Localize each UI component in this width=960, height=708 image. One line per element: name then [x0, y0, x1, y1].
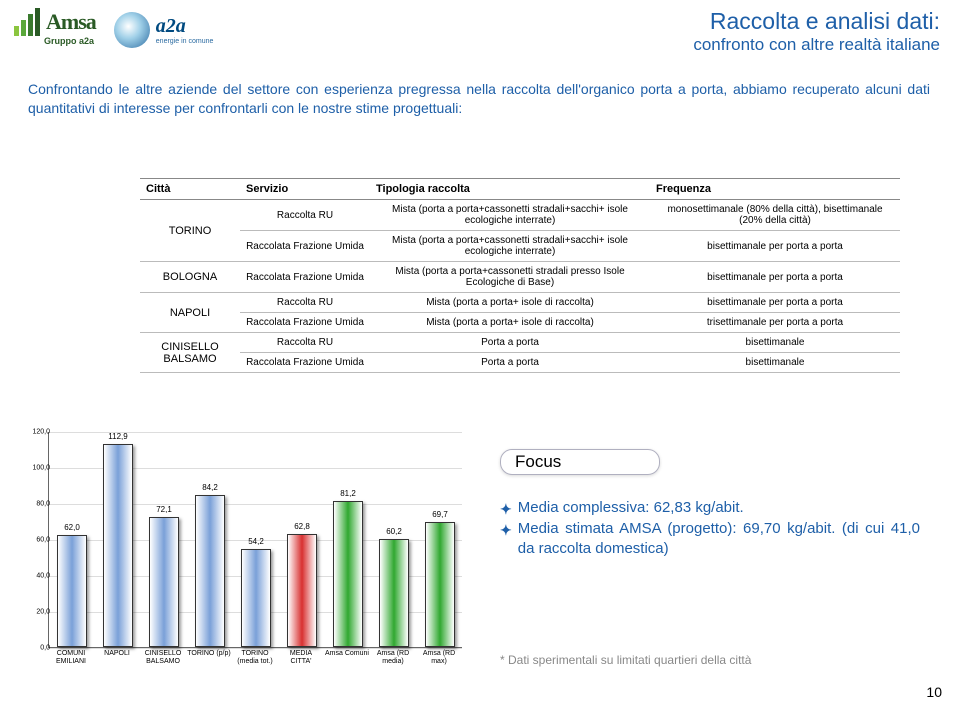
- table-row: NAPOLIRaccolta RUMista (porta a porta+ i…: [140, 293, 900, 313]
- focus-box: Focus: [500, 449, 660, 475]
- page-number: 10: [926, 684, 942, 700]
- a2a-name: a2a: [156, 15, 214, 38]
- a2a-logo: a2a energie in comune: [114, 8, 214, 48]
- bar: [149, 517, 179, 647]
- cell-tipo: Mista (porta a porta+ isole di raccolta): [370, 313, 650, 333]
- bar: [379, 539, 409, 647]
- table-head: Città Servizio Tipologia raccolta Freque…: [140, 179, 900, 200]
- y-axis-label: 80,0: [36, 501, 50, 508]
- cell-freq: bisettimanale per porta a porta: [650, 262, 900, 293]
- globe-icon: [114, 12, 150, 48]
- table-row: TORINORaccolta RUMista (porta a porta+ca…: [140, 200, 900, 231]
- bar-value: 84,2: [190, 483, 230, 492]
- cell-service: Raccolata Frazione Umida: [240, 353, 370, 373]
- bar-value: 60,2: [374, 527, 414, 536]
- cell-city: CINISELLO BALSAMO: [140, 333, 240, 373]
- cell-tipo: Mista (porta a porta+cassonetti stradali…: [370, 200, 650, 231]
- amsa-sub: Gruppo a2a: [44, 36, 94, 46]
- x-axis-label: NAPOLI: [95, 650, 139, 658]
- bar: [287, 534, 317, 647]
- table-row: Raccolata Frazione UmidaPorta a portabis…: [140, 353, 900, 373]
- cell-service: Raccolata Frazione Umida: [240, 262, 370, 293]
- table-row: BOLOGNARaccolata Frazione UmidaMista (po…: [140, 262, 900, 293]
- x-axis-label: Amsa (RD max): [417, 650, 461, 665]
- y-axis-label: 120,0: [32, 429, 50, 436]
- x-axis-label: MEDIA CITTA': [279, 650, 323, 665]
- bullet-1-text: Media complessiva: 62,83 kg/abit.: [518, 498, 744, 519]
- cell-freq: bisettimanale: [650, 353, 900, 373]
- cell-freq: monosettimanale (80% della città), biset…: [650, 200, 900, 231]
- table-row: CINISELLO BALSAMORaccolta RUPorta a port…: [140, 333, 900, 353]
- bar: [333, 501, 363, 647]
- y-axis-label: 100,0: [32, 465, 50, 472]
- cell-freq: bisettimanale per porta a porta: [650, 231, 900, 262]
- page-header: Amsa Gruppo a2a a2a energie in comune Ra…: [14, 8, 940, 55]
- col-city: Città: [140, 179, 240, 200]
- bullet-icon: ✦: [500, 498, 512, 519]
- bar: [195, 495, 225, 647]
- x-axis-label: TORINO (media tot.): [233, 650, 277, 665]
- table-body: TORINORaccolta RUMista (porta a porta+ca…: [140, 200, 900, 373]
- cell-service: Raccolta RU: [240, 200, 370, 231]
- cell-tipo: Mista (porta a porta+cassonetti stradali…: [370, 262, 650, 293]
- x-axis-label: TORINO (p/p): [187, 650, 231, 658]
- logo-block: Amsa Gruppo a2a a2a energie in comune: [14, 8, 213, 55]
- table-row: Raccolata Frazione UmidaMista (porta a p…: [140, 313, 900, 333]
- y-axis-label: 40,0: [36, 573, 50, 580]
- cell-service: Raccolta RU: [240, 293, 370, 313]
- intro-text: Confrontando le altre aziende del settor…: [28, 80, 930, 118]
- x-axis-label: Amsa (RD media): [371, 650, 415, 665]
- amsa-name: Amsa: [46, 9, 96, 35]
- page-title: Raccolta e analisi dati: confronto con a…: [693, 8, 940, 55]
- x-axis-label: COMUNI EMILIANI: [49, 650, 93, 665]
- cell-service: Raccolta RU: [240, 333, 370, 353]
- title-sub: confronto con altre realtà italiane: [693, 35, 940, 55]
- col-freq: Frequenza: [650, 179, 900, 200]
- cell-tipo: Mista (porta a porta+ isole di raccolta): [370, 293, 650, 313]
- cell-freq: bisettimanale: [650, 333, 900, 353]
- y-axis-label: 20,0: [36, 609, 50, 616]
- bar: [241, 549, 271, 647]
- bar-chart: 62,0112,972,184,254,262,881,260,269,7 0,…: [10, 418, 470, 678]
- bar-value: 81,2: [328, 489, 368, 498]
- focus-bullets: ✦ Media complessiva: 62,83 kg/abit. ✦ Me…: [500, 498, 920, 559]
- table-row: Raccolata Frazione UmidaMista (porta a p…: [140, 231, 900, 262]
- bar-value: 62,8: [282, 522, 322, 531]
- x-axis-label: Amsa Comuni: [325, 650, 369, 658]
- cell-city: NAPOLI: [140, 293, 240, 333]
- bar: [103, 444, 133, 647]
- a2a-sub: energie in comune: [156, 38, 214, 45]
- plot-area: 62,0 112,9 72,1 84,2 54,2 62,8 81,2 60,2 69,7: [48, 432, 462, 648]
- title-main: Raccolta e analisi dati:: [693, 8, 940, 35]
- cell-tipo: Porta a porta: [370, 333, 650, 353]
- bar-value: 69,7: [420, 510, 460, 519]
- cell-tipo: Mista (porta a porta+cassonetti stradali…: [370, 231, 650, 262]
- bullet-1: ✦ Media complessiva: 62,83 kg/abit.: [500, 498, 920, 519]
- cell-freq: trisettimanale per porta a porta: [650, 313, 900, 333]
- cell-tipo: Porta a porta: [370, 353, 650, 373]
- bar-value: 112,9: [98, 432, 138, 441]
- cell-city: BOLOGNA: [140, 262, 240, 293]
- bar-value: 62,0: [52, 523, 92, 532]
- bar-value: 72,1: [144, 505, 184, 514]
- bullet-icon: ✦: [500, 519, 512, 560]
- cell-service: Raccolata Frazione Umida: [240, 313, 370, 333]
- x-axis-label: CINISELLO BALSAMO: [141, 650, 185, 665]
- y-axis-label: 60,0: [36, 537, 50, 544]
- amsa-bars-icon: [14, 8, 40, 36]
- bar: [425, 522, 455, 647]
- bar-value: 54,2: [236, 537, 276, 546]
- amsa-logo: Amsa Gruppo a2a: [14, 8, 96, 46]
- cell-freq: bisettimanale per porta a porta: [650, 293, 900, 313]
- col-service: Servizio: [240, 179, 370, 200]
- cell-service: Raccolata Frazione Umida: [240, 231, 370, 262]
- bullet-2-text: Media stimata AMSA (progetto): 69,70 kg/…: [518, 519, 920, 560]
- bar: [57, 535, 87, 647]
- cell-city: TORINO: [140, 200, 240, 262]
- comparison-table: Città Servizio Tipologia raccolta Freque…: [140, 178, 900, 373]
- col-tipo: Tipologia raccolta: [370, 179, 650, 200]
- bullet-2: ✦ Media stimata AMSA (progetto): 69,70 k…: [500, 519, 920, 560]
- footnote: * Dati sperimentali su limitati quartier…: [500, 653, 751, 667]
